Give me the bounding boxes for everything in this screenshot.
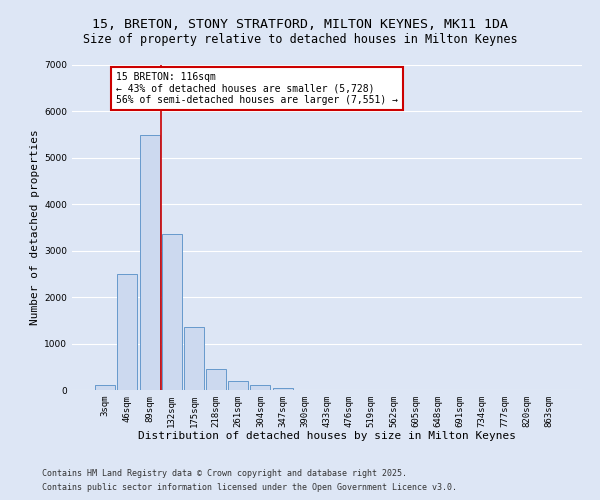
Bar [95,386,115,390]
Text: 15 BRETON: 116sqm
← 43% of detached houses are smaller (5,728)
56% of semi-detac: 15 BRETON: 116sqm ← 43% of detached hous… [116,72,398,105]
Y-axis label: Number of detached properties: Number of detached properties [30,130,40,326]
X-axis label: Distribution of detached houses by size in Milton Keynes: Distribution of detached houses by size … [138,432,516,442]
Bar [118,274,137,390]
Text: Size of property relative to detached houses in Milton Keynes: Size of property relative to detached ho… [83,32,517,46]
Bar [184,328,204,390]
Text: Contains public sector information licensed under the Open Government Licence v3: Contains public sector information licen… [42,484,457,492]
Text: Contains HM Land Registry data © Crown copyright and database right 2025.: Contains HM Land Registry data © Crown c… [42,468,407,477]
Bar [140,134,160,390]
Bar [228,380,248,390]
Text: 15, BRETON, STONY STRATFORD, MILTON KEYNES, MK11 1DA: 15, BRETON, STONY STRATFORD, MILTON KEYN… [92,18,508,30]
Bar [162,234,182,390]
Bar [206,369,226,390]
Bar [272,388,293,390]
Bar [250,386,271,390]
